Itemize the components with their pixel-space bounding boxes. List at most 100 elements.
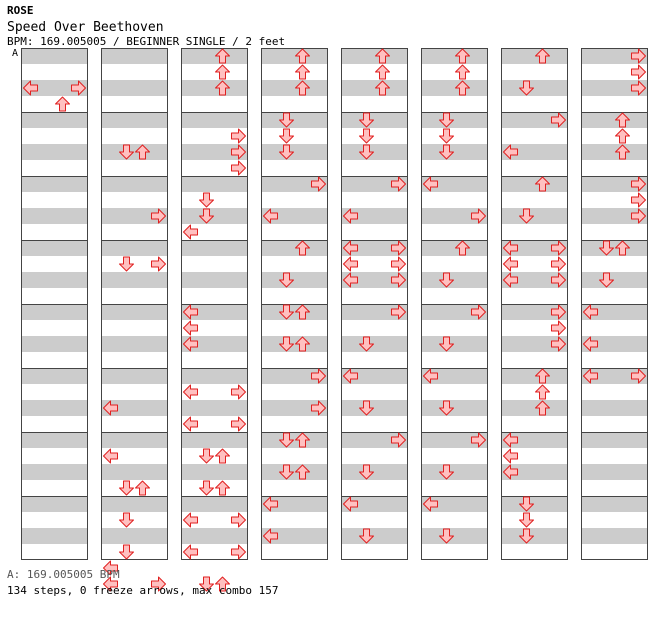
beat-band xyxy=(21,176,88,192)
beat-band xyxy=(421,80,488,96)
beat-band xyxy=(581,528,648,544)
beat-band xyxy=(341,496,408,512)
arrow-right-icon xyxy=(631,80,646,96)
arrow-left-icon xyxy=(183,304,198,320)
beat-band xyxy=(421,240,488,256)
beat-band xyxy=(501,80,568,96)
beat-band xyxy=(261,208,328,224)
arrow-down-icon xyxy=(519,80,534,96)
beat-band xyxy=(21,368,88,384)
arrow-right-icon xyxy=(631,176,646,192)
beat-band xyxy=(261,368,328,384)
arrow-right-icon xyxy=(631,208,646,224)
arrow-up-icon xyxy=(135,144,150,160)
beat-band xyxy=(581,368,648,384)
beat-band xyxy=(341,304,408,320)
arrow-down-icon xyxy=(279,272,294,288)
beat-band xyxy=(21,48,88,64)
arrow-up-icon xyxy=(295,240,310,256)
arrow-left-icon xyxy=(343,256,358,272)
arrow-right-icon xyxy=(631,48,646,64)
beat-band xyxy=(181,272,248,288)
arrow-right-icon xyxy=(471,432,486,448)
arrow-left-icon xyxy=(503,464,518,480)
arrow-down-icon xyxy=(279,304,294,320)
arrow-up-icon xyxy=(135,480,150,496)
beat-band xyxy=(261,80,328,96)
beat-band xyxy=(581,272,648,288)
arrow-down-icon xyxy=(519,512,534,528)
arrow-down-icon xyxy=(119,144,134,160)
beat-band xyxy=(501,176,568,192)
beat-band xyxy=(21,208,88,224)
beat-band xyxy=(501,528,568,544)
beat-band xyxy=(581,464,648,480)
arrow-up-icon xyxy=(535,384,550,400)
arrow-right-icon xyxy=(471,208,486,224)
beat-band xyxy=(421,272,488,288)
beat-band xyxy=(21,80,88,96)
beat-band xyxy=(501,112,568,128)
arrow-right-icon xyxy=(631,192,646,208)
arrow-right-icon xyxy=(551,240,566,256)
beat-band xyxy=(501,144,568,160)
beat-band xyxy=(341,464,408,480)
beat-band xyxy=(21,496,88,512)
arrow-right-icon xyxy=(231,128,246,144)
beat-band xyxy=(181,528,248,544)
arrow-down-icon xyxy=(599,240,614,256)
arrow-left-icon xyxy=(503,240,518,256)
arrow-right-icon xyxy=(471,304,486,320)
arrow-down-icon xyxy=(519,208,534,224)
arrow-right-icon xyxy=(311,368,326,384)
beat-band xyxy=(421,208,488,224)
beat-band xyxy=(181,144,248,160)
beat-band xyxy=(21,336,88,352)
beat-band xyxy=(421,304,488,320)
arrow-left-icon xyxy=(183,224,198,240)
beat-band xyxy=(261,144,328,160)
arrow-right-icon xyxy=(311,400,326,416)
arrow-right-icon xyxy=(551,272,566,288)
beat-band xyxy=(581,304,648,320)
beat-band xyxy=(421,464,488,480)
beat-band xyxy=(101,144,168,160)
beat-band xyxy=(421,400,488,416)
beat-band xyxy=(21,528,88,544)
arrow-down-icon xyxy=(199,448,214,464)
arrow-up-icon xyxy=(295,464,310,480)
beat-band xyxy=(501,208,568,224)
arrow-down-icon xyxy=(359,336,374,352)
beat-band xyxy=(421,432,488,448)
beat-band xyxy=(421,368,488,384)
arrow-left-icon xyxy=(583,304,598,320)
beat-band xyxy=(181,176,248,192)
beat-band xyxy=(581,208,648,224)
arrow-down-icon xyxy=(439,112,454,128)
beat-band xyxy=(501,368,568,384)
arrow-up-icon xyxy=(215,48,230,64)
chart-column xyxy=(581,48,648,560)
arrow-right-icon xyxy=(391,304,406,320)
beat-band xyxy=(261,304,328,320)
arrow-down-icon xyxy=(359,144,374,160)
beat-band xyxy=(261,528,328,544)
arrow-up-icon xyxy=(295,80,310,96)
beat-band xyxy=(341,240,408,256)
beat-band xyxy=(421,496,488,512)
arrow-down-icon xyxy=(359,528,374,544)
arrow-right-icon xyxy=(551,336,566,352)
arrow-up-icon xyxy=(295,336,310,352)
arrow-up-icon xyxy=(375,64,390,80)
arrow-down-icon xyxy=(439,464,454,480)
beat-band xyxy=(581,336,648,352)
arrow-right-icon xyxy=(391,432,406,448)
arrow-up-icon xyxy=(295,64,310,80)
beat-band xyxy=(341,528,408,544)
beat-band xyxy=(501,432,568,448)
beat-band xyxy=(101,272,168,288)
arrow-left-icon xyxy=(103,576,118,592)
arrow-down-icon xyxy=(119,544,134,560)
arrow-down-icon xyxy=(279,432,294,448)
arrow-left-icon xyxy=(103,400,118,416)
